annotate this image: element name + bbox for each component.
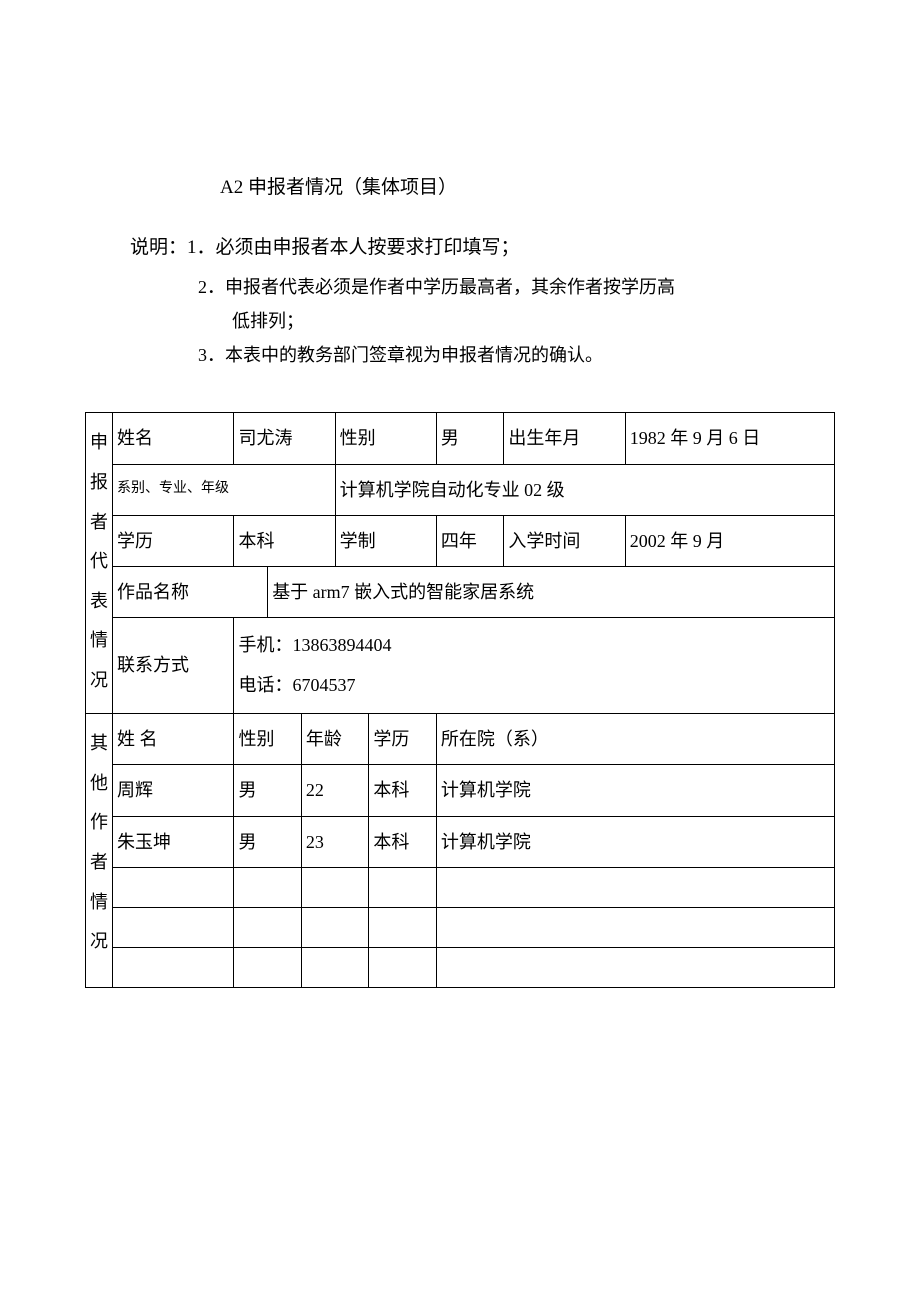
document-title: A2 申报者情况（集体项目） [85,170,835,206]
row-name: 周辉 [113,765,234,816]
row-edu [369,867,436,907]
row-gender [234,867,301,907]
row-gender [234,907,301,947]
name-label: 姓名 [113,413,234,464]
application-table: 申报者代表情况 姓名 司尤涛 性别 男 出生年月 1982 年 9 月 6 日 … [85,412,835,988]
table-row: 朱玉坤 男 23 本科 计算机学院 [86,816,835,867]
table-row [86,947,835,987]
contact-phone: 电话：6704537 [238,666,830,706]
col-name: 姓 名 [113,714,234,765]
row-dept: 计算机学院 [436,765,834,816]
row-name: 朱玉坤 [113,816,234,867]
row-gender: 男 [234,816,301,867]
dept-label: 系别、专业、年级 [113,464,336,515]
row-name [113,907,234,947]
instruction-1: 说明：1．必须由申报者本人按要求打印填写； [130,226,835,270]
row-age [301,947,368,987]
row-edu [369,947,436,987]
table-row: 周辉 男 22 本科 计算机学院 [86,765,835,816]
birth-value: 1982 年 9 月 6 日 [625,413,834,464]
gender-label: 性别 [335,413,436,464]
table-row [86,907,835,947]
col-edu: 学历 [369,714,436,765]
col-dept: 所在院（系） [436,714,834,765]
table-row [86,867,835,907]
system-label: 学制 [335,515,436,566]
row-age [301,907,368,947]
row-edu: 本科 [369,765,436,816]
dept-value: 计算机学院自动化专业 02 级 [335,464,834,515]
contact-value: 手机：13863894404 电话：6704537 [234,618,835,714]
row-gender: 男 [234,765,301,816]
col-age: 年龄 [301,714,368,765]
row-dept [436,907,834,947]
col-gender: 性别 [234,714,301,765]
row-edu [369,907,436,947]
edu-label: 学历 [113,515,234,566]
birth-label: 出生年月 [504,413,625,464]
row-age [301,867,368,907]
instruction-2b: 低排列； [232,304,835,338]
row-name [113,947,234,987]
section2-label: 其他作者情况 [86,714,113,988]
contact-label: 联系方式 [113,618,234,714]
row-age: 22 [301,765,368,816]
work-label: 作品名称 [113,566,268,617]
row-dept: 计算机学院 [436,816,834,867]
row-dept [436,867,834,907]
contact-mobile: 手机：13863894404 [238,626,830,666]
row-name [113,867,234,907]
name-value: 司尤涛 [234,413,335,464]
work-value: 基于 arm7 嵌入式的智能家居系统 [268,566,835,617]
enroll-value: 2002 年 9 月 [625,515,834,566]
instruction-2: 2．申报者代表必须是作者中学历最高者，其余作者按学历高 [198,270,835,304]
instructions-block: 说明：1．必须由申报者本人按要求打印填写； 2．申报者代表必须是作者中学历最高者… [85,226,835,372]
row-gender [234,947,301,987]
system-value: 四年 [436,515,503,566]
enroll-label: 入学时间 [504,515,625,566]
section1-label: 申报者代表情况 [86,413,113,714]
gender-value: 男 [436,413,503,464]
edu-value: 本科 [234,515,335,566]
row-dept [436,947,834,987]
row-age: 23 [301,816,368,867]
row-edu: 本科 [369,816,436,867]
instruction-3: 3．本表中的教务部门签章视为申报者情况的确认。 [198,338,835,372]
